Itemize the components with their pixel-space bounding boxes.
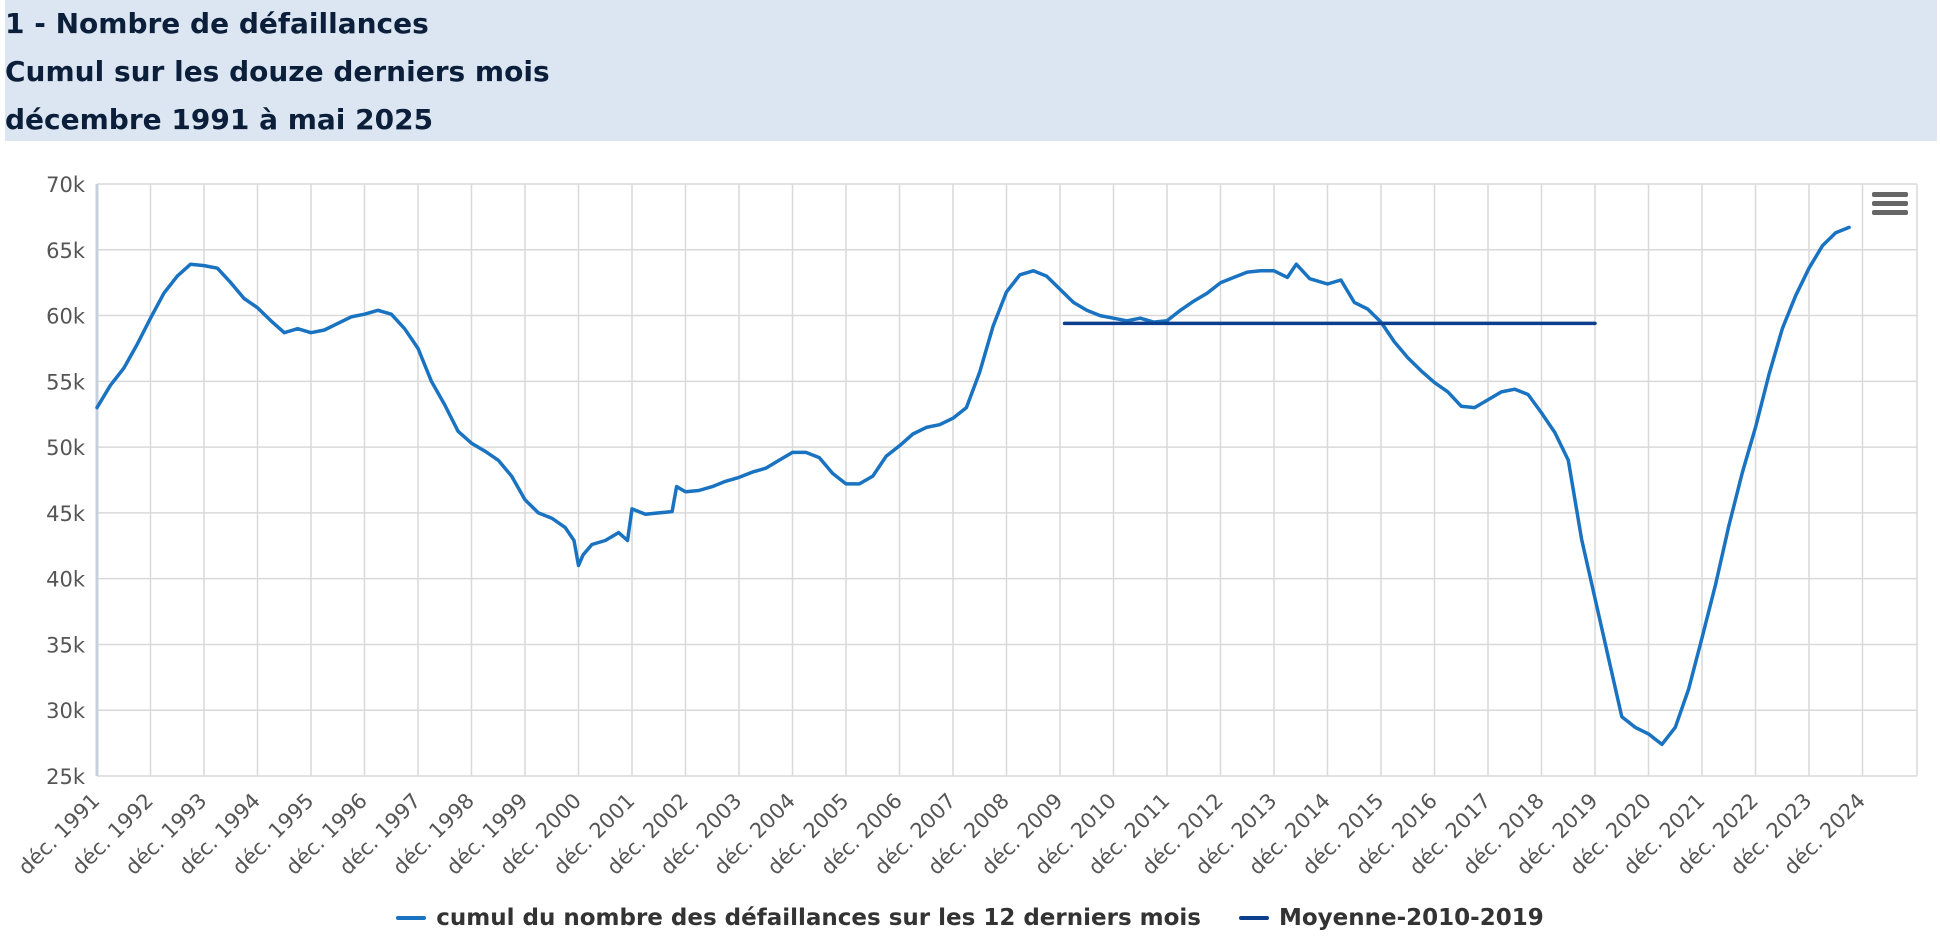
legend-label-moyenne: Moyenne-2010-2019 (1278, 905, 1544, 931)
legend-swatch-moyenne (1238, 916, 1269, 920)
chart-title-line-3: décembre 1991 à mai 2025 (5, 103, 434, 136)
y-tick-label: 65k (46, 239, 86, 263)
series-line-cumul (95, 225, 1851, 747)
y-tick-label: 50k (46, 436, 86, 460)
chart-title-line-1: 1 - Nombre de défaillances (5, 7, 429, 40)
y-tick-label: 35k (46, 633, 86, 657)
title-band: 1 - Nombre de défaillances Cumul sur les… (5, 0, 1937, 141)
chart-legend: cumul du nombre des défaillances sur les… (0, 898, 1940, 938)
legend-item-cumul[interactable]: cumul du nombre des défaillances sur les… (396, 905, 1201, 931)
grid-lines (95, 183, 1918, 777)
legend-item-moyenne[interactable]: Moyenne-2010-2019 (1238, 905, 1544, 931)
y-tick-label: 70k (46, 173, 86, 197)
y-axis-tick-labels: 25k 30k 35k 40k 45k 50k 55k 60k 65k 70k (46, 173, 86, 789)
y-tick-label: 60k (46, 305, 86, 329)
y-tick-label: 45k (46, 502, 86, 526)
line-chart: 25k 30k 35k 40k 45k 50k 55k 60k 65k 70k déc. 1991… (14, 173, 1918, 880)
y-tick-label: 30k (46, 699, 86, 723)
y-tick-label: 25k (46, 765, 86, 789)
y-tick-label: 55k (46, 370, 86, 394)
chart-menu-button[interactable] (1872, 190, 1908, 220)
chart-title-line-2: Cumul sur les douze derniers mois (5, 55, 550, 88)
y-tick-label: 40k (46, 568, 86, 592)
legend-label-cumul: cumul du nombre des défaillances sur les… (436, 905, 1201, 931)
legend-swatch-cumul (396, 916, 427, 920)
series-layer (95, 225, 1851, 747)
hamburger-menu-icon (1872, 192, 1908, 197)
